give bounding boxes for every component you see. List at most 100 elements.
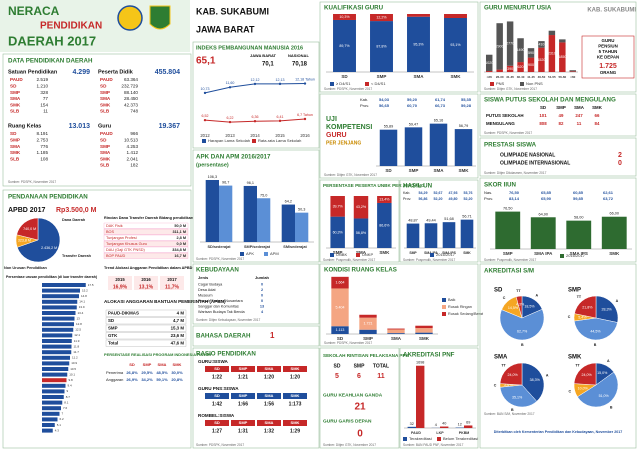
value-label: 620 [518,65,524,69]
label: 11 [377,373,385,380]
value-label: 56,71 [462,215,472,219]
label: 1:66 [238,401,248,407]
category-label: SD [337,336,344,341]
category-label: SD [385,168,392,173]
label: 966 [130,131,138,136]
title: DAERAH 2017 [8,33,96,48]
category-label: 41-45 [527,75,535,79]
label: SMA [10,96,21,101]
source: Sumber: PDSPK, November 2017 [484,131,532,135]
label: SD [214,393,220,398]
label: SMP [100,144,110,149]
category-label: SD [341,74,348,79]
category-label: SMP [503,251,513,256]
pie-title: SMK [568,355,582,361]
legend-swatch [365,82,369,86]
x-tick-label: 2015 [275,133,285,138]
value-label: 69 [466,420,470,424]
pie-slice [499,384,538,408]
point [303,117,307,121]
label: 2.753 [37,138,49,143]
slice-name: C [568,315,571,319]
label: SMP [239,393,248,398]
value-label: 6,41 [277,115,284,119]
slice-name: A [607,359,610,363]
panel [192,263,320,325]
slice-name: Dana Daerah [62,218,86,222]
row-bg [103,222,189,229]
label: Peserta Didik [98,69,134,75]
total: 4.299 [72,69,90,76]
section-title: KEBUDAYAAN [196,267,239,274]
section-title: GURU MENURUT USIA [484,5,552,12]
value-label: 10,3% [339,15,350,19]
bar [42,378,67,383]
bar [42,400,63,405]
bar [42,283,86,287]
table-cell: 82 [559,121,564,126]
value: 65,1 [196,56,216,67]
value-label: 15.2 [82,288,88,292]
label: ORANG [600,70,617,75]
value-label: 1490 [517,48,525,52]
source: Sumber: Puspendik, November 2017 [484,258,536,262]
table-cell: 76,50 [509,190,520,195]
table-cell: 52,67 [434,191,443,195]
label: SMP [108,326,118,331]
category-label: SMP [377,74,387,79]
slice-name: C [503,296,506,300]
value-label: 49,44 [426,218,436,222]
legend-entry: PNS [496,81,505,86]
bar [42,350,72,355]
label: SD [129,362,135,367]
label: 232.729 [121,84,138,89]
source: Sumber: Puspendik, November 2017 [403,258,455,262]
label: Jenis [198,275,209,280]
category-label: SMA [434,168,445,173]
label: SMA [574,105,585,110]
source: Sumber: Ditjen GTK, November 2017 [484,87,537,91]
value-label: 410 [538,42,544,46]
label: SMA [265,393,274,398]
bar [42,327,74,332]
row-bg [105,332,187,340]
value-label: 8.7 [66,395,71,399]
table-cell: 53,76 [464,191,473,195]
category-label: SMA IPA [534,251,553,256]
category-label: SMK [419,336,430,341]
table-cell: 83,14 [509,196,520,201]
category-label: 26-30 [496,75,504,79]
value-label: 9 [67,389,69,393]
bar [42,311,76,315]
slice-name: B [511,408,514,412]
label: PAUD [100,131,113,136]
bar [333,14,356,20]
slice-name: TT [577,295,582,299]
bar [359,329,377,334]
bar [42,344,72,349]
section-title: KONDISI RUANG KELAS [324,267,397,274]
legend-entry: < D4/S1 [371,81,386,86]
bar [485,71,493,72]
bar [42,316,75,321]
trend-cell [108,276,132,290]
bar [387,329,405,334]
bar [243,185,257,242]
value: 1.725 [599,63,617,70]
source: Sumber: PDSPK, November 2017 [324,87,372,91]
head-cell [231,420,255,426]
label: DAU (Gaji GTK PNSD) [106,248,146,252]
value-label: 51,0% [599,394,610,398]
pie-slice [573,317,618,341]
value-label: 55,89 [384,125,394,129]
label: 42.373 [124,102,138,107]
bar [377,202,392,248]
panel [192,347,320,449]
label: SMP [239,366,248,371]
legend-swatch [330,253,334,257]
table-cell: 49 [559,113,564,118]
value-label: 12 [458,423,462,427]
slice-name: B [594,343,597,347]
category-label: SMA [356,250,367,255]
bar [42,383,66,388]
